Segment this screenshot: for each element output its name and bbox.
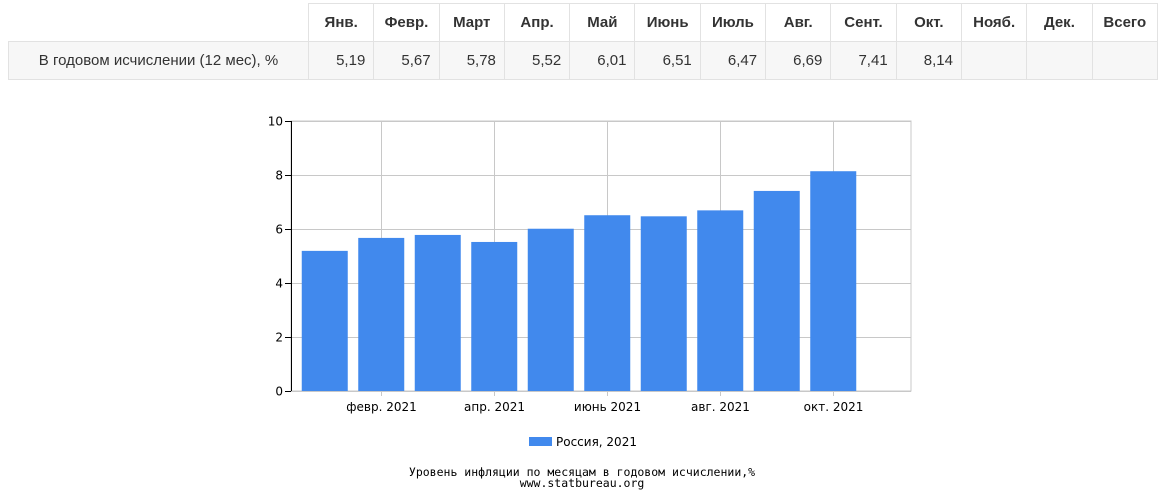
x-tick-label: окт. 2021: [804, 400, 864, 414]
table-header-cell: Июль: [699, 3, 767, 42]
table-header-cell: Сент.: [830, 3, 897, 42]
chart-title: Уровень инфляции по месяцам в годовом ис…: [409, 465, 755, 479]
bars: [301, 171, 857, 391]
table-cell: [1026, 41, 1093, 80]
bar: [584, 215, 631, 391]
axes: 0 2 4 6 8 10 февр. 2021 апр. 2021 июнь 2021 авг. …: [268, 115, 864, 415]
source-credit: www.statbureau.org: [520, 476, 645, 490]
table-cell: 6,47: [699, 41, 767, 80]
x-tick-label: июнь 2021: [574, 400, 641, 414]
x-tick-label: авг. 2021: [691, 400, 750, 414]
table-row: В годовом исчислении (12 мес), % 5,19 5,…: [8, 41, 1159, 80]
bar: [414, 234, 461, 391]
x-tick-label: апр. 2021: [464, 400, 525, 414]
table-cell: 7,41: [830, 41, 897, 80]
bar: [527, 228, 574, 391]
table-cell: 6,69: [765, 41, 832, 80]
bar: [640, 216, 687, 391]
bar: [697, 210, 744, 391]
bar: [810, 171, 857, 391]
table-header-cell: Февр.: [373, 3, 440, 42]
table-cell: [1091, 41, 1159, 80]
legend-label: Россия, 2021: [556, 435, 637, 449]
table-header-cell: Всего: [1091, 3, 1159, 42]
bar: [301, 250, 348, 391]
table-cell: 6,01: [569, 41, 636, 80]
y-tick-label: 6: [275, 223, 283, 237]
y-tick-label: 2: [275, 331, 283, 345]
table-header-cell: Окт.: [895, 3, 962, 42]
table-cell: [960, 41, 1028, 80]
table-header-cell: [8, 3, 309, 42]
bar: [358, 237, 405, 391]
table-header-cell: Нояб.: [960, 3, 1028, 42]
x-tick-label: февр. 2021: [346, 400, 417, 414]
y-tick-label: 10: [268, 115, 283, 129]
table-cell: 5,67: [373, 41, 440, 80]
table-cell: 5,52: [503, 41, 571, 80]
table-header-row: Янв. Февр. Март Апр. Май Июнь Июль Авг. …: [8, 3, 1159, 42]
table-cell: 6,51: [634, 41, 701, 80]
table-header-cell: Июнь: [634, 3, 701, 42]
inflation-table: Янв. Февр. Март Апр. Май Июнь Июль Авг. …: [8, 3, 1159, 80]
y-tick-label: 4: [275, 277, 283, 291]
table-cell: 5,78: [438, 41, 505, 80]
legend-swatch: [529, 437, 552, 446]
table-header-cell: Авг.: [765, 3, 832, 42]
row-label: В годовом исчислении (12 мес), %: [8, 41, 309, 80]
table-header-cell: Март: [438, 3, 505, 42]
y-tick-label: 8: [275, 169, 283, 183]
bar: [753, 190, 800, 391]
table-header-cell: Апр.: [503, 3, 571, 42]
bar: [471, 241, 518, 391]
legend: Россия, 2021: [529, 435, 637, 449]
table-cell: 8,14: [895, 41, 962, 80]
y-tick-label: 0: [275, 385, 283, 399]
table-header-cell: Май: [569, 3, 636, 42]
table-cell: 5,19: [307, 41, 375, 80]
